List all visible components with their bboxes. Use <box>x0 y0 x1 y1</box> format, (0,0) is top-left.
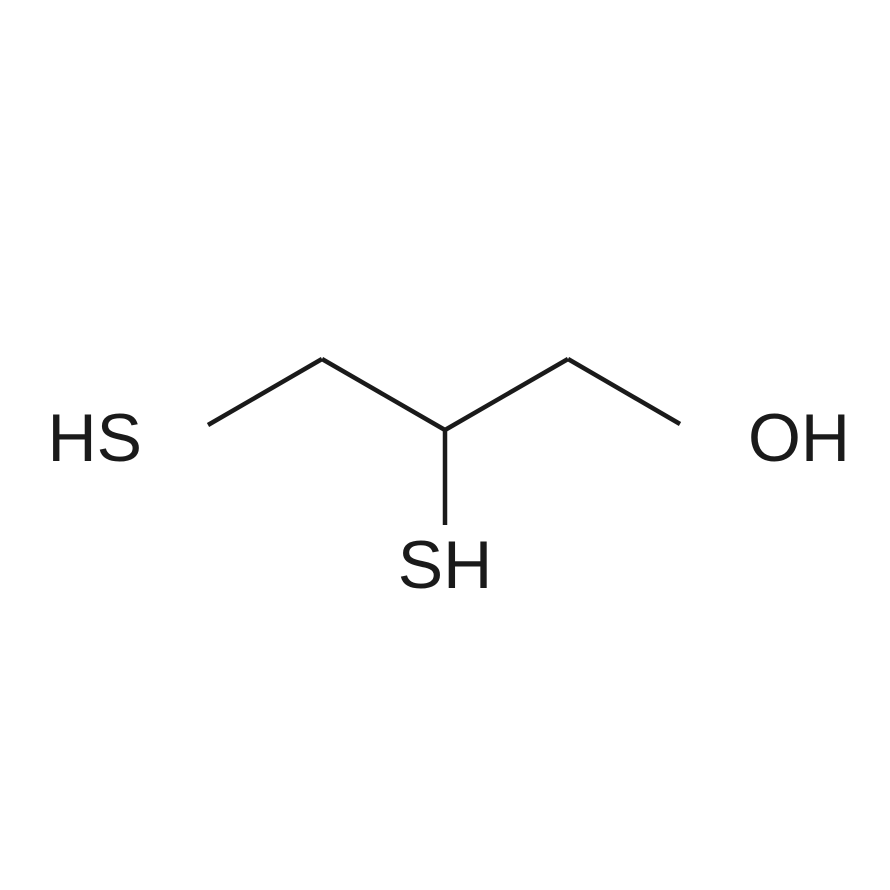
atom-label-SH2: SH <box>398 527 492 603</box>
atom-label-OH: OH <box>748 400 850 476</box>
bond-C3-OH <box>568 359 680 424</box>
bond-C2-C3 <box>445 359 568 430</box>
bonds-layer <box>208 359 680 525</box>
bond-C1-C2 <box>322 359 445 430</box>
atom-label-HS1: HS <box>48 400 142 476</box>
molecule-diagram: HS SH OH <box>0 0 890 890</box>
bond-HS1-C1 <box>208 359 322 425</box>
